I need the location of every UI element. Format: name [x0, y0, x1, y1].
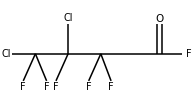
Text: Cl: Cl	[2, 49, 11, 59]
Text: F: F	[86, 82, 91, 92]
Text: Cl: Cl	[63, 13, 73, 23]
Text: F: F	[44, 82, 49, 92]
Text: F: F	[20, 82, 26, 92]
Text: O: O	[156, 14, 164, 25]
Text: F: F	[186, 49, 191, 59]
Text: F: F	[53, 82, 59, 92]
Text: F: F	[108, 82, 114, 92]
